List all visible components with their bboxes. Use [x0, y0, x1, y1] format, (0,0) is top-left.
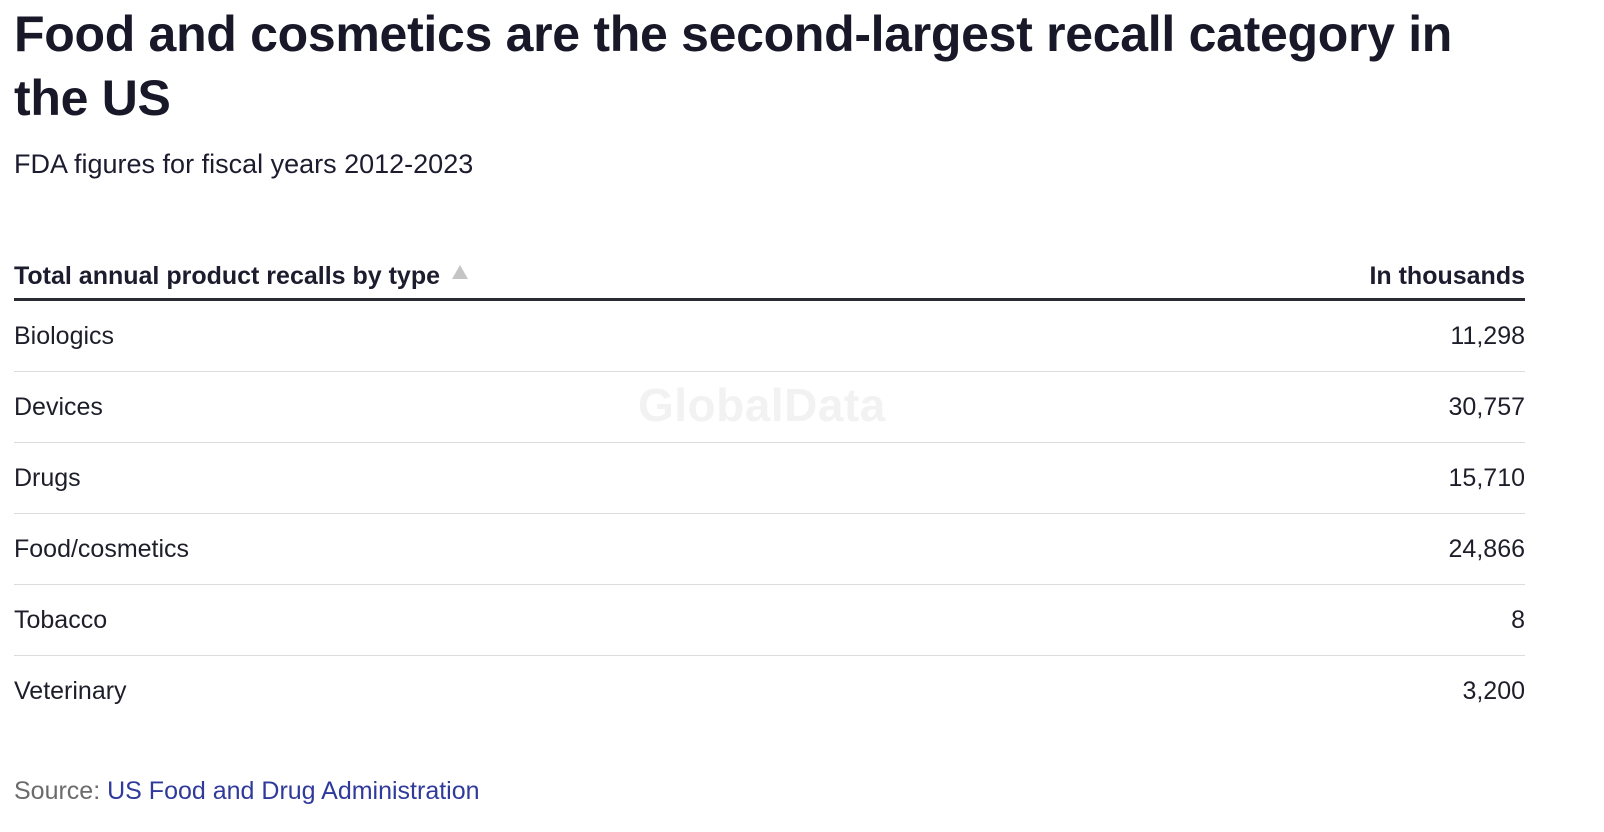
row-label: Drugs [14, 463, 81, 492]
sort-ascending-icon[interactable] [452, 265, 469, 279]
row-value: 30,757 [1448, 392, 1525, 421]
source-prefix: Source: [14, 777, 101, 805]
row-label: Tobacco [14, 605, 108, 634]
recalls-table: Total annual product recalls by type In … [14, 254, 1525, 726]
chart-title: Food and cosmetics are the second-larges… [14, 6, 1453, 126]
chart-subtitle: FDA figures for fiscal years 2012-2023 [14, 149, 474, 179]
row-value: 24,866 [1448, 534, 1525, 563]
table-row: Veterinary 3,200 [14, 656, 1525, 726]
table-row: Food/cosmetics 24,866 [14, 514, 1525, 585]
table-row: Drugs 15,710 [14, 443, 1525, 514]
table-row: Biologics 11,298 [14, 301, 1525, 372]
row-label: Food/cosmetics [14, 534, 190, 563]
row-value: 3,200 [1462, 676, 1525, 705]
watermark-logo: GlobalData [638, 379, 886, 431]
table-header: Total annual product recalls by type In … [14, 254, 1525, 301]
chart-container: Food and cosmetics are the second-larges… [14, 0, 1525, 705]
column-header-type[interactable]: Total annual product recalls by type [14, 261, 469, 291]
source-link[interactable]: US Food and Drug Administration [107, 777, 480, 805]
row-label: Biologics [14, 321, 115, 350]
column-header-type-label: Total annual product recalls by type [14, 261, 441, 290]
table-body: Biologics 11,298 Devices 30,757 Drugs 15,710 F… [14, 301, 1525, 726]
row-label: Devices [14, 392, 103, 421]
table-row: Tobacco 8 [14, 585, 1525, 656]
row-value: 15,710 [1448, 463, 1525, 492]
table-row: Devices 30,757 [14, 372, 1525, 443]
row-value: 8 [1511, 605, 1525, 634]
row-value: 11,298 [1450, 321, 1525, 350]
column-header-value[interactable]: In thousands [1369, 261, 1525, 290]
row-label: Veterinary [14, 676, 127, 705]
source-note: Source: US Food and Drug Administration [14, 777, 480, 806]
